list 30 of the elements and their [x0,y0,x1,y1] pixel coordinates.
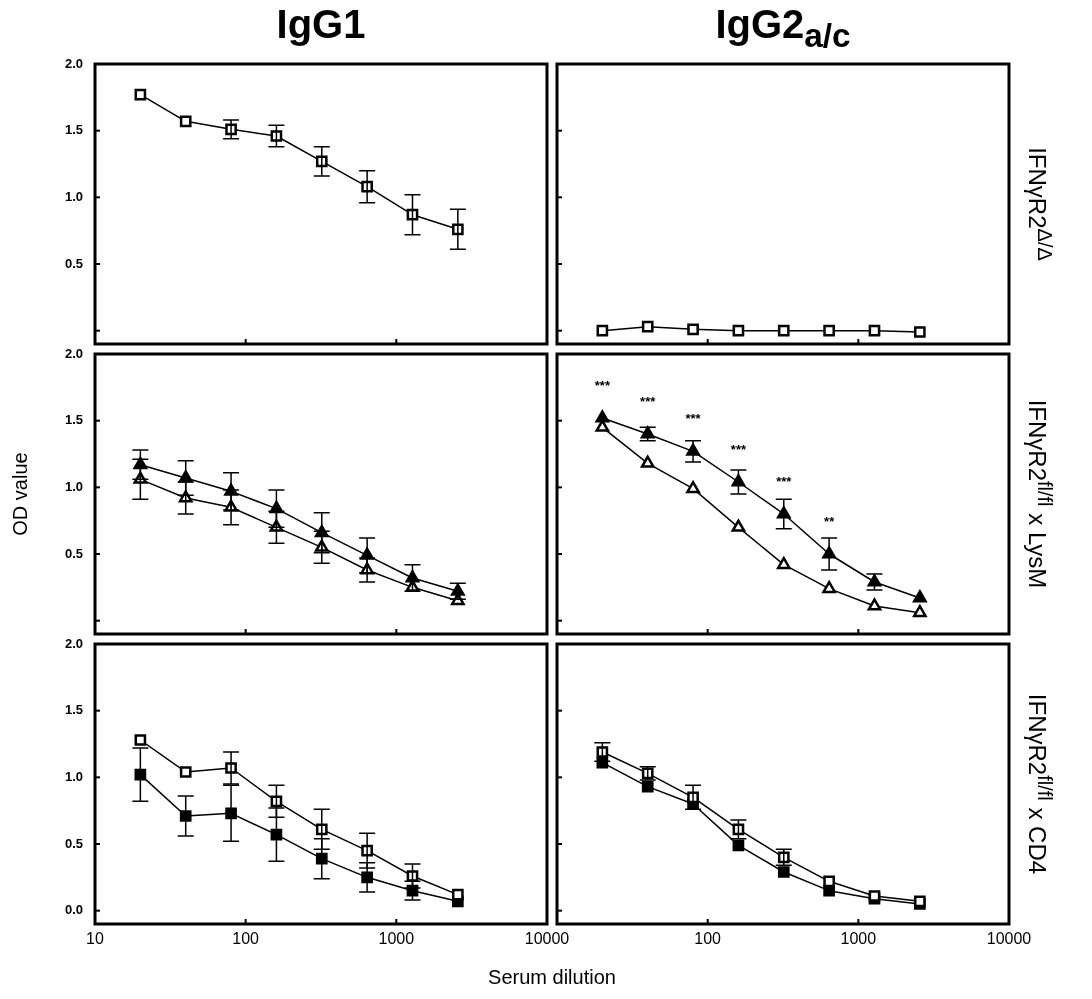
y-tick-label: 2.0 [64,635,83,651]
y-tick-label: 0.0 [64,902,83,918]
y-tick-label: 1.0 [64,768,83,784]
y-tick-label: 1.5 [64,412,83,428]
y-tick-label: 2.0 [64,55,83,71]
x-tick-label: 10 [86,930,104,948]
chart-title: IgG1 [275,2,367,47]
y-axis-title: OD value [8,452,32,536]
annotation: ** [824,513,836,529]
y-tick-label: 0.5 [64,835,83,851]
y-tick-label: 1.5 [64,702,83,718]
x-tick-label: 10000 [986,930,1032,948]
annotation: *** [594,377,611,393]
annotation: *** [640,393,657,409]
annotation: *** [776,473,793,489]
x-axis-title: Serum dilution [488,966,616,989]
x-tick-label: 1000 [378,930,415,948]
chart-title: IgG2$_{a/c}$ [714,2,852,55]
annotation: *** [730,441,747,457]
x-tick-label: 100 [232,930,260,948]
y-tick-label: 0.5 [64,255,83,271]
annotation: *** [685,410,702,426]
y-tick-label: 0.5 [64,545,83,561]
x-tick-label: 10000 [524,930,570,948]
x-tick-label: 100 [694,930,722,948]
y-tick-label: 2.0 [64,345,83,361]
y-tick-label: 1.5 [64,122,83,138]
y-tick-label: 1.0 [64,188,83,204]
y-tick-label: 1.0 [64,478,83,494]
x-tick-label: 1000 [840,930,877,948]
